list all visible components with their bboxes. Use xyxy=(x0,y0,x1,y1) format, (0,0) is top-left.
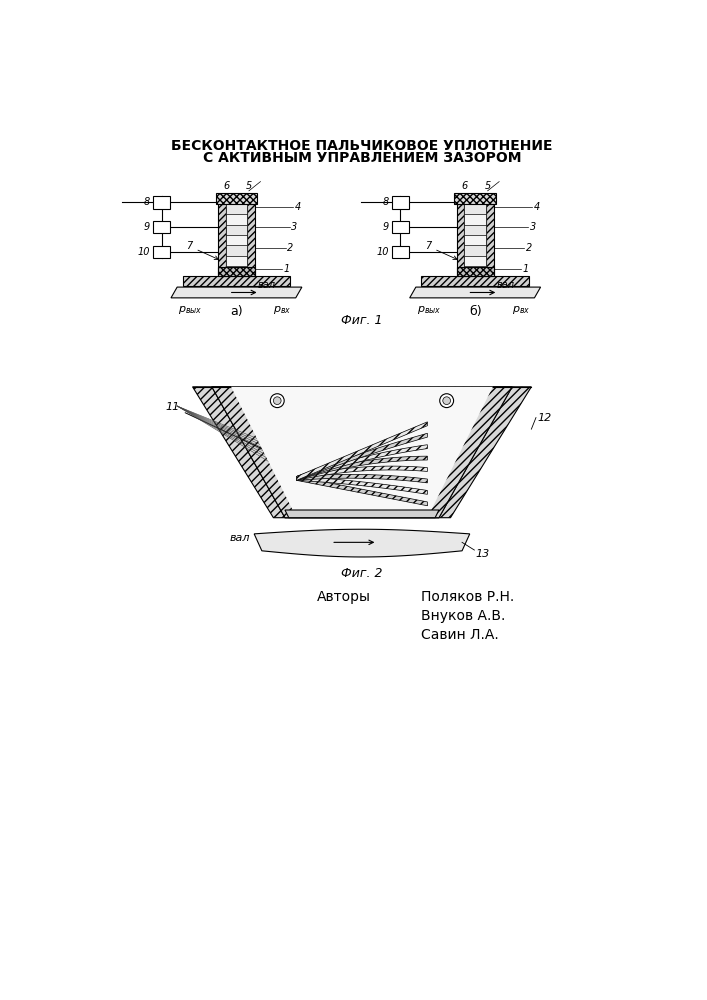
Bar xyxy=(226,256,247,266)
Text: 10: 10 xyxy=(376,247,389,257)
Text: Фиг. 2: Фиг. 2 xyxy=(341,567,382,580)
Bar xyxy=(153,221,170,233)
Circle shape xyxy=(440,394,454,408)
Text: 4: 4 xyxy=(534,202,540,212)
Text: 10: 10 xyxy=(138,247,150,257)
Bar xyxy=(464,204,486,214)
Text: 6: 6 xyxy=(462,181,468,191)
Text: 3: 3 xyxy=(530,222,536,232)
Text: $p_{вых}$: $p_{вых}$ xyxy=(416,304,441,316)
Text: Фиг. 1: Фиг. 1 xyxy=(341,314,382,327)
Polygon shape xyxy=(296,477,428,494)
Bar xyxy=(226,225,247,235)
Polygon shape xyxy=(296,445,428,480)
Text: 9: 9 xyxy=(382,222,389,232)
Polygon shape xyxy=(296,433,428,480)
Text: Авторы: Авторы xyxy=(317,590,371,604)
Bar xyxy=(455,193,496,204)
Text: 13: 13 xyxy=(476,549,490,559)
Text: 5: 5 xyxy=(484,181,491,191)
Text: 2: 2 xyxy=(287,243,293,253)
Text: 1: 1 xyxy=(284,264,290,274)
Bar xyxy=(226,266,247,276)
Text: БЕСКОНТАКТНОЕ ПАЛЬЧИКОВОЕ УПЛОТНЕНИЕ: БЕСКОНТАКТНОЕ ПАЛЬЧИКОВОЕ УПЛОТНЕНИЕ xyxy=(171,139,553,153)
Bar xyxy=(153,246,170,258)
Text: 5: 5 xyxy=(246,181,252,191)
Text: б): б) xyxy=(469,305,481,318)
Circle shape xyxy=(443,397,450,405)
Bar xyxy=(218,204,226,276)
Bar xyxy=(464,235,486,245)
Bar xyxy=(464,266,486,276)
Text: вал: вал xyxy=(230,533,250,543)
Bar xyxy=(457,267,493,276)
Bar xyxy=(392,221,409,233)
Bar xyxy=(464,245,486,256)
Polygon shape xyxy=(296,474,428,483)
Text: $p_{вх}$: $p_{вх}$ xyxy=(274,304,292,316)
Bar xyxy=(247,204,255,276)
Bar xyxy=(421,276,529,286)
Polygon shape xyxy=(296,422,428,480)
Bar xyxy=(464,225,486,235)
Bar xyxy=(226,214,247,225)
Text: $p_{вых}$: $p_{вых}$ xyxy=(178,304,202,316)
Bar xyxy=(153,196,170,209)
Polygon shape xyxy=(231,387,493,510)
Text: 2: 2 xyxy=(526,243,532,253)
Text: 9: 9 xyxy=(144,222,150,232)
Bar xyxy=(216,193,257,204)
Text: 4: 4 xyxy=(295,202,301,212)
Bar xyxy=(226,204,247,214)
Polygon shape xyxy=(285,510,439,518)
Text: 8: 8 xyxy=(382,197,389,207)
Bar xyxy=(486,204,493,276)
Bar xyxy=(218,267,255,276)
Text: Савин Л.А.: Савин Л.А. xyxy=(421,628,499,642)
Text: 1: 1 xyxy=(522,264,528,274)
Bar xyxy=(182,276,291,286)
Polygon shape xyxy=(254,529,469,557)
Text: 11: 11 xyxy=(165,402,289,462)
Text: 7: 7 xyxy=(187,241,218,260)
Text: а): а) xyxy=(230,305,243,318)
Text: вал: вал xyxy=(497,280,515,290)
Text: $p_{вх}$: $p_{вх}$ xyxy=(512,304,530,316)
Bar xyxy=(226,245,247,256)
Bar xyxy=(457,204,464,276)
Polygon shape xyxy=(171,287,302,298)
Polygon shape xyxy=(296,477,428,506)
Bar xyxy=(464,256,486,266)
Bar xyxy=(226,235,247,245)
Text: С АКТИВНЫМ УПРАВЛЕНИЕМ ЗАЗОРОМ: С АКТИВНЫМ УПРАВЛЕНИЕМ ЗАЗОРОМ xyxy=(203,151,521,165)
Text: Внуков А.В.: Внуков А.В. xyxy=(421,609,506,623)
Bar xyxy=(464,214,486,225)
Polygon shape xyxy=(212,387,512,518)
Circle shape xyxy=(274,397,281,405)
Text: 6: 6 xyxy=(223,181,229,191)
Polygon shape xyxy=(192,387,532,518)
Bar xyxy=(392,246,409,258)
Bar xyxy=(392,196,409,209)
Polygon shape xyxy=(296,456,428,480)
Text: 7: 7 xyxy=(425,241,457,260)
Polygon shape xyxy=(212,387,512,518)
Text: 3: 3 xyxy=(291,222,298,232)
Text: вал: вал xyxy=(258,280,276,290)
Text: 8: 8 xyxy=(144,197,150,207)
Circle shape xyxy=(270,394,284,408)
Polygon shape xyxy=(296,466,428,480)
Text: Поляков Р.Н.: Поляков Р.Н. xyxy=(421,590,515,604)
Polygon shape xyxy=(409,287,541,298)
Text: 12: 12 xyxy=(537,413,551,423)
